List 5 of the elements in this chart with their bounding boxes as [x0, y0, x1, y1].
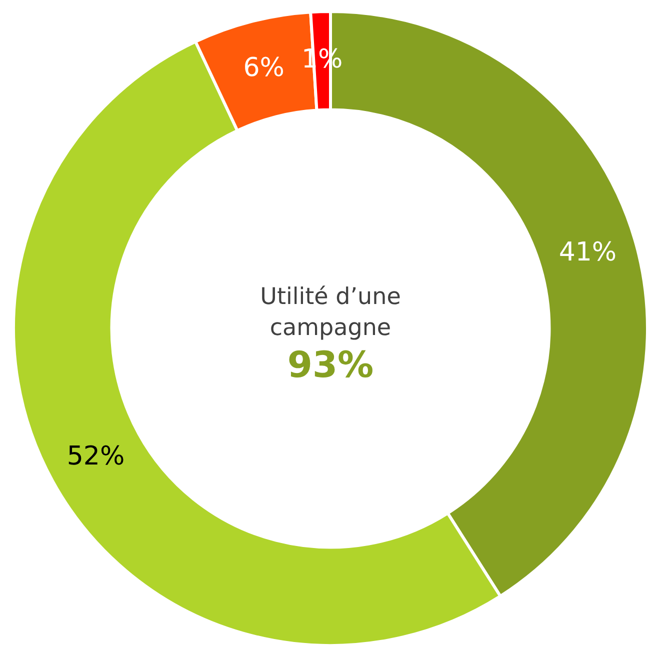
data-label: 41% [558, 238, 617, 268]
text: 93% [286, 344, 375, 388]
data-label: 52% [66, 441, 125, 472]
data-label: 6% [243, 52, 285, 83]
text: Utilité d’une campagne [259, 283, 402, 343]
